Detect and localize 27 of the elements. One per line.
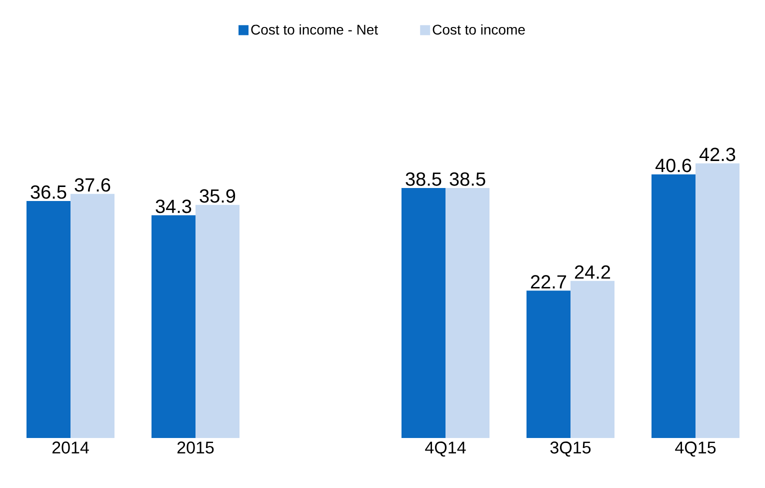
data-label: 24.2 xyxy=(574,265,610,279)
data-label: 34.3 xyxy=(156,200,192,214)
x-tick-label: 3Q15 xyxy=(550,442,591,457)
data-label: 36.5 xyxy=(30,185,66,199)
data-label: 38.5 xyxy=(450,172,486,186)
bar xyxy=(26,201,71,438)
data-label: 38.5 xyxy=(406,172,442,186)
x-tick-label: 2015 xyxy=(177,442,214,454)
data-label: 40.6 xyxy=(655,158,692,172)
bar xyxy=(152,215,196,438)
bar xyxy=(696,163,740,438)
x-tick-label: 2014 xyxy=(52,442,89,454)
bar xyxy=(570,280,615,438)
x-tick-label: 4Q14 xyxy=(425,442,466,457)
x-tick-label: 4Q15 xyxy=(675,442,716,457)
legend-label: Cost to income xyxy=(432,24,525,35)
bar xyxy=(526,290,571,438)
data-label: 37.6 xyxy=(74,178,110,192)
bar xyxy=(402,188,446,438)
bar xyxy=(652,174,696,438)
data-label: 42.3 xyxy=(699,148,736,162)
legend-label: Cost to income - Net xyxy=(251,24,378,35)
data-label: 22.7 xyxy=(530,275,566,288)
bar xyxy=(446,188,490,438)
data-label: 35.9 xyxy=(200,189,236,203)
bar xyxy=(196,204,240,438)
bar xyxy=(70,194,115,438)
